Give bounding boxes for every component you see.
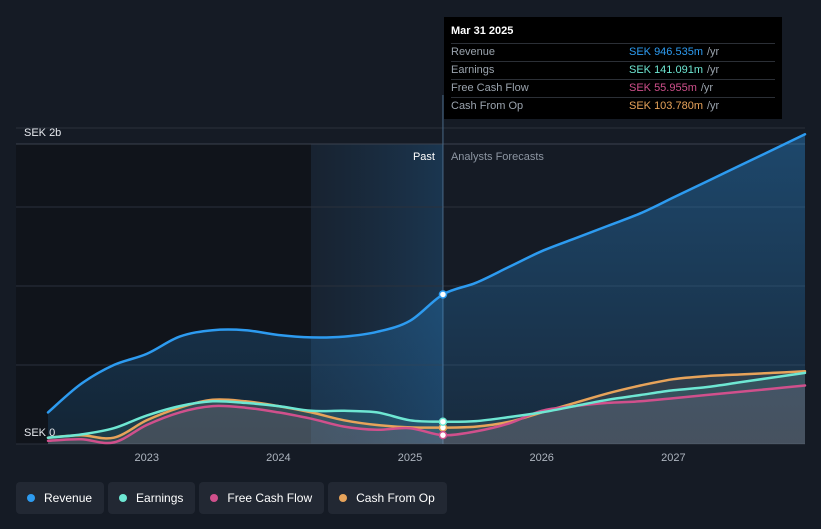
revenue-area xyxy=(48,134,805,445)
x-tick-label: 2024 xyxy=(266,452,290,464)
free-cash-flow-marker xyxy=(438,430,448,440)
legend-item-earnings[interactable]: Earnings xyxy=(108,482,196,514)
legend-dot-icon xyxy=(119,494,128,502)
legend-label: Free Cash Flow xyxy=(227,491,313,505)
tooltip-date: Mar 31 2025 xyxy=(451,25,514,37)
tooltip-value: SEK 946.535m xyxy=(629,46,703,58)
forecast-label: Analysts Forecasts xyxy=(451,151,544,163)
tooltip-row-free-cash-flow: Free Cash Flow SEK 55.955m /yr xyxy=(451,79,775,97)
legend-dot-icon xyxy=(210,494,219,502)
tooltip-value: SEK 141.091m xyxy=(629,64,703,76)
x-tick-label: 2026 xyxy=(529,452,553,464)
legend-label: Cash From Op xyxy=(356,491,435,505)
legend-item-free-cash-flow[interactable]: Free Cash Flow xyxy=(199,482,325,514)
earnings-line xyxy=(46,371,807,439)
legend: Revenue Earnings Free Cash Flow Cash Fro… xyxy=(16,482,447,516)
tooltip-value: SEK 55.955m xyxy=(629,82,697,94)
tooltip-unit: /yr xyxy=(707,46,720,58)
tooltip-row-earnings: Earnings SEK 141.091m /yr xyxy=(451,61,775,79)
y-axis-bottom-label: SEK 0 xyxy=(24,427,55,439)
earnings-marker xyxy=(438,417,448,426)
tooltip-row-revenue: Revenue SEK 946.535m /yr xyxy=(451,43,775,61)
tooltip-unit: /yr xyxy=(707,100,720,112)
legend-label: Revenue xyxy=(44,491,93,505)
x-tick-label: 2027 xyxy=(661,452,685,464)
legend-item-cash-from-op[interactable]: Cash From Op xyxy=(328,482,447,514)
y-axis-top-label: SEK 2b xyxy=(24,127,61,139)
past-label: Past xyxy=(413,151,435,163)
tooltip-row-cash-from-op: Cash From Op SEK 103.780m /yr xyxy=(451,97,775,115)
tooltip-unit: /yr xyxy=(700,82,714,94)
legend-item-revenue[interactable]: Revenue xyxy=(16,482,105,514)
tooltip-label: Revenue xyxy=(451,46,496,58)
tooltip-unit: /yr xyxy=(707,64,720,76)
legend-label: Earnings xyxy=(136,491,184,505)
revenue-marker xyxy=(438,290,448,299)
x-tick-label: 2023 xyxy=(134,452,158,464)
tooltip-label: Cash From Op xyxy=(451,100,524,112)
cash-from-op-line xyxy=(46,370,807,440)
tooltip: Mar 31 2025 Revenue SEK 946.535m /yr Ear… xyxy=(444,17,782,119)
revenue-line xyxy=(46,133,807,414)
tooltip-value: SEK 103.780m xyxy=(629,100,703,112)
legend-dot-icon xyxy=(339,494,348,502)
x-tick-label: 2025 xyxy=(398,452,422,464)
tooltip-label: Earnings xyxy=(451,64,495,76)
tooltip-label: Free Cash Flow xyxy=(451,82,529,94)
legend-dot-icon xyxy=(27,494,35,502)
free-cash-flow-line xyxy=(46,384,807,445)
